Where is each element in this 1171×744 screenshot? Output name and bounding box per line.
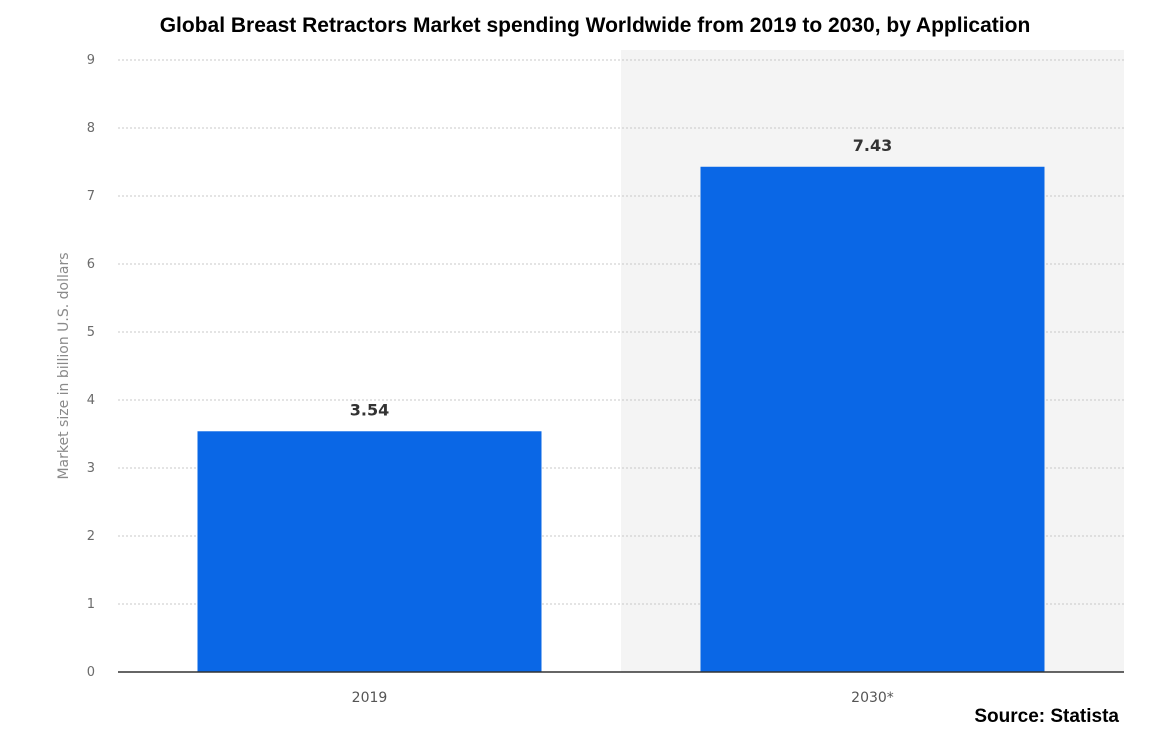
data-label: 7.43 xyxy=(853,136,892,155)
y-tick-label: 4 xyxy=(87,393,95,408)
bar xyxy=(197,431,542,672)
data-labels: 3.54 7.43 xyxy=(350,136,892,420)
bar xyxy=(700,166,1045,672)
source-note: Source: Statista xyxy=(974,706,1119,727)
x-axis-categories: 2019 2030* xyxy=(352,690,894,706)
chart-title: Global Breast Retractors Market spending… xyxy=(159,14,1031,37)
y-tick-label: 1 xyxy=(87,597,95,612)
bars xyxy=(197,166,1045,672)
y-tick-label: 5 xyxy=(87,325,95,340)
y-tick-label: 9 xyxy=(87,53,95,68)
y-tick-label: 7 xyxy=(87,189,95,204)
y-tick-label: 8 xyxy=(87,121,95,136)
y-tick-label: 3 xyxy=(87,461,95,476)
y-tick-label: 0 xyxy=(87,665,95,680)
y-axis-title: Market size in billion U.S. dollars xyxy=(56,252,72,479)
y-tick-label: 6 xyxy=(87,257,95,272)
x-category-label: 2019 xyxy=(352,690,388,706)
y-axis-ticks: 0 1 2 3 4 5 6 7 8 9 xyxy=(87,53,95,680)
x-category-label: 2030* xyxy=(851,690,894,706)
y-tick-label: 2 xyxy=(87,529,95,544)
data-label: 3.54 xyxy=(350,400,389,419)
